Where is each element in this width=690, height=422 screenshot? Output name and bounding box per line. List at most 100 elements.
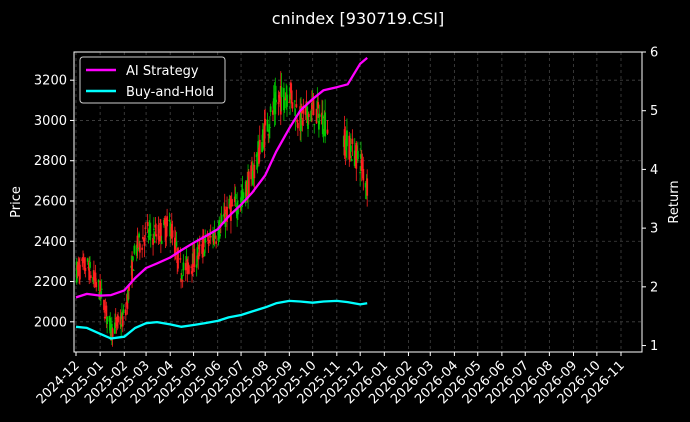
candle-body <box>362 168 365 181</box>
candle-body <box>214 236 217 238</box>
legend-label-ai-strategy: AI Strategy <box>126 64 199 79</box>
left-tick-label: 2800 <box>34 154 67 169</box>
candle-body <box>138 243 141 253</box>
candle-body <box>171 230 174 238</box>
candles <box>75 71 369 347</box>
candle-body <box>148 228 151 233</box>
right-axis-label: Return <box>667 180 682 223</box>
candle-body <box>349 146 351 159</box>
candle-body <box>279 86 282 115</box>
candle-body <box>312 98 315 116</box>
candle-body <box>317 102 320 109</box>
left-tick-label: 2200 <box>34 275 67 290</box>
right-y-axis: 1 2 3 4 5 6 <box>642 46 658 354</box>
candle-body <box>313 124 316 126</box>
candle-body <box>300 107 302 132</box>
candle-body <box>295 104 298 108</box>
candle-body <box>202 238 205 248</box>
candle-body <box>240 196 243 202</box>
candle-body <box>289 87 292 100</box>
right-tick-label: 1 <box>650 339 658 354</box>
candle-body <box>146 222 149 227</box>
candle-body <box>75 261 78 283</box>
candle-body <box>310 110 313 122</box>
candle-body <box>267 134 270 136</box>
candle-body <box>289 82 292 93</box>
right-tick-label: 4 <box>650 163 658 178</box>
candle-body <box>179 258 182 260</box>
candle-body <box>202 238 204 256</box>
candle-body <box>169 222 172 237</box>
candle-body <box>154 224 157 228</box>
candle-body <box>212 233 215 244</box>
candle-body <box>237 208 239 215</box>
candle-body <box>264 118 267 126</box>
candle-body <box>224 221 227 227</box>
legend-box <box>79 56 226 104</box>
candle-body <box>286 94 288 107</box>
candle-body <box>208 239 211 244</box>
candle-body <box>206 233 209 235</box>
candle-body <box>133 245 136 254</box>
candle-body <box>152 237 154 245</box>
candle-body <box>315 108 318 124</box>
candle-body <box>306 106 309 118</box>
candle-body <box>360 154 362 159</box>
candle-body <box>219 234 221 237</box>
candle-body <box>187 262 190 268</box>
candle-body <box>100 292 102 296</box>
candle-body <box>213 231 216 239</box>
candle-body <box>185 256 188 261</box>
candle-body <box>168 219 171 221</box>
candle-body <box>284 98 287 101</box>
candle-body <box>266 119 269 132</box>
candle-body <box>128 285 130 291</box>
candle-body <box>78 264 81 280</box>
candle-body <box>275 99 277 103</box>
candle-body <box>152 228 155 230</box>
candle-body <box>105 305 108 319</box>
candle-body <box>94 272 97 285</box>
candle-body <box>293 100 296 102</box>
candle-body <box>272 110 274 115</box>
candle-body <box>228 198 231 209</box>
right-tick-label: 2 <box>650 280 658 295</box>
candle-body <box>182 262 185 271</box>
candle-body <box>321 115 324 135</box>
candle-body <box>149 224 151 229</box>
candle-body <box>83 258 86 271</box>
candle-body <box>181 280 184 282</box>
candle-body <box>89 261 91 268</box>
legend: AI Strategy Buy-and-Hold <box>79 56 226 104</box>
plot-frame <box>73 51 643 353</box>
candle-body <box>121 312 123 318</box>
candle-body <box>159 222 162 242</box>
candle-body <box>209 235 212 238</box>
candle-body <box>117 315 119 323</box>
candle-body <box>233 196 236 203</box>
chart-title: cnindex [930719.CSI] <box>272 9 445 28</box>
left-tick-label: 2600 <box>34 194 67 209</box>
candle-body <box>280 87 283 98</box>
candle-body <box>198 244 200 250</box>
candle-body <box>261 142 263 153</box>
right-tick-label: 6 <box>650 46 658 61</box>
candle-body <box>359 172 362 174</box>
candle-body <box>223 206 226 224</box>
candle-body <box>350 159 353 161</box>
candle-body <box>103 299 105 310</box>
candle-body <box>230 199 233 204</box>
candle-body <box>215 241 218 244</box>
candle-body <box>301 120 304 126</box>
candle-body <box>361 162 364 169</box>
candle-body <box>234 194 237 200</box>
candle-body <box>326 129 329 134</box>
candle-body <box>258 147 260 164</box>
candle-body <box>258 139 261 155</box>
right-tick-label: 3 <box>650 222 658 237</box>
candle-body <box>269 106 272 112</box>
candle-body <box>121 316 124 327</box>
candle-body <box>157 224 160 240</box>
candle-body <box>296 119 299 123</box>
candle-body <box>231 204 234 207</box>
